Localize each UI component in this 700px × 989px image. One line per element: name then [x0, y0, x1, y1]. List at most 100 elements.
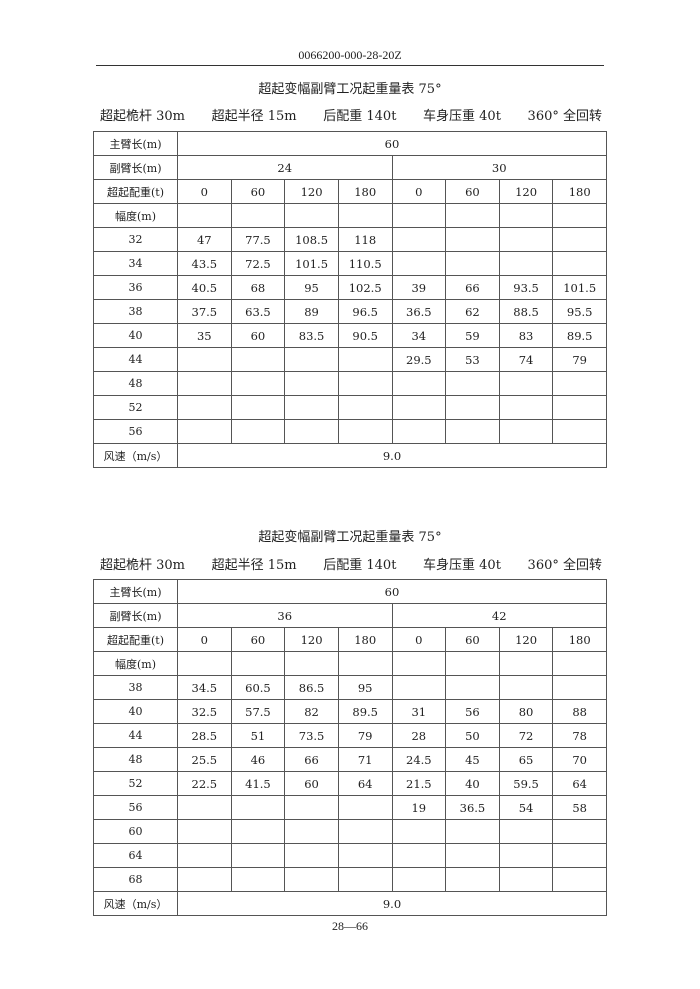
row-label: 主臂长(m) [93, 131, 178, 156]
load-chart-table: 主臂长(m) 60 副臂长(m) 36 42 超起配重(t) 0 60 120 180 0 60 120… [93, 579, 607, 916]
capacity-cell [284, 819, 339, 844]
capacity-cell [552, 675, 607, 700]
main-boom-value: 60 [177, 579, 607, 604]
capacity-cell [498, 395, 554, 420]
capacity-cell: 108.5 [284, 227, 339, 252]
capacity-cell: 47 [177, 227, 232, 252]
row-label: 幅度(m) [93, 203, 178, 228]
radius-value: 38 [93, 675, 178, 700]
capacity-cell: 50 [445, 723, 500, 748]
main-boom-row: 主臂长(m) 60 [93, 131, 607, 156]
capacity-cell [445, 819, 500, 844]
table-row: 56 19 36.5 54 58 [93, 795, 607, 820]
capacity-cell [445, 395, 500, 420]
capacity-cell: 64 [552, 771, 607, 796]
capacity-cell [552, 227, 607, 252]
counterweight-value: 120 [498, 627, 554, 652]
row-label: 副臂长(m) [93, 155, 178, 180]
capacity-cell [445, 371, 500, 396]
empty-cell [391, 651, 447, 676]
capacity-cell [284, 867, 339, 892]
capacity-cell [177, 395, 232, 420]
capacity-cell: 22.5 [177, 771, 232, 796]
empty-cell [230, 651, 286, 676]
capacity-cell [177, 371, 232, 396]
wind-value: 9.0 [177, 443, 607, 468]
capacity-cell: 53 [445, 347, 500, 372]
capacity-cell: 66 [445, 275, 500, 300]
row-label: 超起配重(t) [93, 627, 178, 652]
capacity-cell: 28.5 [177, 723, 232, 748]
radius-value: 48 [93, 371, 178, 396]
capacity-cell [498, 867, 554, 892]
capacity-cell: 60 [230, 323, 286, 348]
capacity-cell [337, 819, 393, 844]
capacity-cell: 64 [337, 771, 393, 796]
counterweight-value: 0 [177, 627, 232, 652]
capacity-cell: 77.5 [230, 227, 286, 252]
capacity-cell: 74 [498, 347, 554, 372]
capacity-cell [284, 347, 339, 372]
capacity-cell: 37.5 [177, 299, 232, 324]
capacity-cell [230, 347, 286, 372]
counterweight-row: 超起配重(t) 0 60 120 180 0 60 120 180 [93, 627, 607, 652]
capacity-cell: 40 [445, 771, 500, 796]
capacity-cell [445, 843, 500, 868]
empty-cell [552, 203, 607, 228]
capacity-cell [445, 227, 500, 252]
radius-value: 60 [93, 819, 178, 844]
capacity-cell: 57.5 [230, 699, 286, 724]
counterweight-value: 60 [445, 627, 500, 652]
table-row: 44 29.5 53 74 79 [93, 347, 607, 372]
capacity-cell [337, 371, 393, 396]
table-row: 64 [93, 843, 607, 868]
capacity-cell: 19 [391, 795, 447, 820]
radius-value: 40 [93, 323, 178, 348]
capacity-cell: 80 [498, 699, 554, 724]
capacity-cell: 88 [552, 699, 607, 724]
counterweight-value: 0 [391, 627, 447, 652]
radius-value: 36 [93, 275, 178, 300]
page-number: 28—66 [332, 919, 368, 933]
capacity-cell: 59 [445, 323, 500, 348]
capacity-cell [552, 843, 607, 868]
row-label: 超起配重(t) [93, 179, 178, 204]
capacity-cell [337, 843, 393, 868]
table-row: 48 25.5 46 66 71 24.5 45 65 70 [93, 747, 607, 772]
table-row: 38 37.5 63.5 89 96.5 36.5 62 88.5 95.5 [93, 299, 607, 324]
row-label: 副臂长(m) [93, 603, 178, 628]
capacity-cell [337, 419, 393, 444]
capacity-cell [552, 251, 607, 276]
counterweight-value: 60 [230, 179, 286, 204]
jib-value: 36 [177, 603, 393, 628]
capacity-cell: 60.5 [230, 675, 286, 700]
capacity-cell: 79 [552, 347, 607, 372]
capacity-cell [498, 251, 554, 276]
capacity-cell: 39 [391, 275, 447, 300]
capacity-cell: 95 [337, 675, 393, 700]
capacity-cell [177, 867, 232, 892]
jib-row: 副臂长(m) 36 42 [93, 603, 607, 628]
capacity-cell [230, 371, 286, 396]
capacity-cell [552, 419, 607, 444]
capacity-cell [391, 371, 447, 396]
radius-value: 34 [93, 251, 178, 276]
capacity-cell: 72.5 [230, 251, 286, 276]
condition-item: 超起桅杆 30m [100, 558, 186, 573]
capacity-cell: 90.5 [337, 323, 393, 348]
wind-value: 9.0 [177, 891, 607, 916]
capacity-cell: 71 [337, 747, 393, 772]
table-title: 超起变幅副臂工况起重量表 75° [258, 82, 442, 97]
capacity-cell [284, 395, 339, 420]
capacity-cell: 72 [498, 723, 554, 748]
empty-cell [498, 203, 554, 228]
jib-value: 42 [391, 603, 607, 628]
main-boom-row: 主臂长(m) 60 [93, 579, 607, 604]
radius-header-row: 幅度(m) [93, 651, 607, 676]
capacity-cell: 118 [337, 227, 393, 252]
capacity-cell: 31 [391, 699, 447, 724]
capacity-cell: 45 [445, 747, 500, 772]
capacity-cell [391, 395, 447, 420]
table-row: 38 34.5 60.5 86.5 95 [93, 675, 607, 700]
capacity-cell [391, 867, 447, 892]
